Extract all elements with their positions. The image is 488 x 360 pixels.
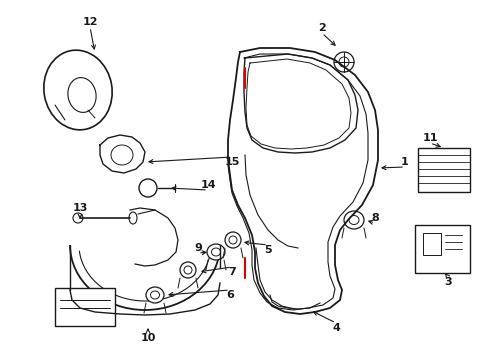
Text: 4: 4 [331, 323, 339, 333]
Text: 3: 3 [443, 277, 451, 287]
Text: 7: 7 [228, 267, 235, 277]
Ellipse shape [180, 262, 196, 278]
Ellipse shape [44, 50, 112, 130]
Text: 5: 5 [264, 245, 271, 255]
Ellipse shape [333, 52, 353, 72]
Text: 9: 9 [194, 243, 202, 253]
Bar [55, 288, 115, 326]
Text: 13: 13 [72, 203, 87, 213]
Text: 8: 8 [370, 213, 378, 223]
Ellipse shape [224, 232, 241, 248]
Text: 1: 1 [400, 157, 408, 167]
Text: 15: 15 [224, 157, 239, 167]
Bar [414, 225, 469, 273]
Text: 2: 2 [318, 23, 325, 33]
Text: 6: 6 [225, 290, 233, 300]
Text: 14: 14 [200, 180, 215, 190]
Bar [417, 148, 469, 192]
Ellipse shape [146, 287, 163, 303]
Ellipse shape [139, 179, 157, 197]
Text: 12: 12 [82, 17, 98, 27]
Ellipse shape [343, 211, 363, 229]
Text: 11: 11 [421, 133, 437, 143]
Ellipse shape [206, 244, 224, 260]
Text: 10: 10 [140, 333, 155, 343]
Bar [422, 233, 440, 255]
